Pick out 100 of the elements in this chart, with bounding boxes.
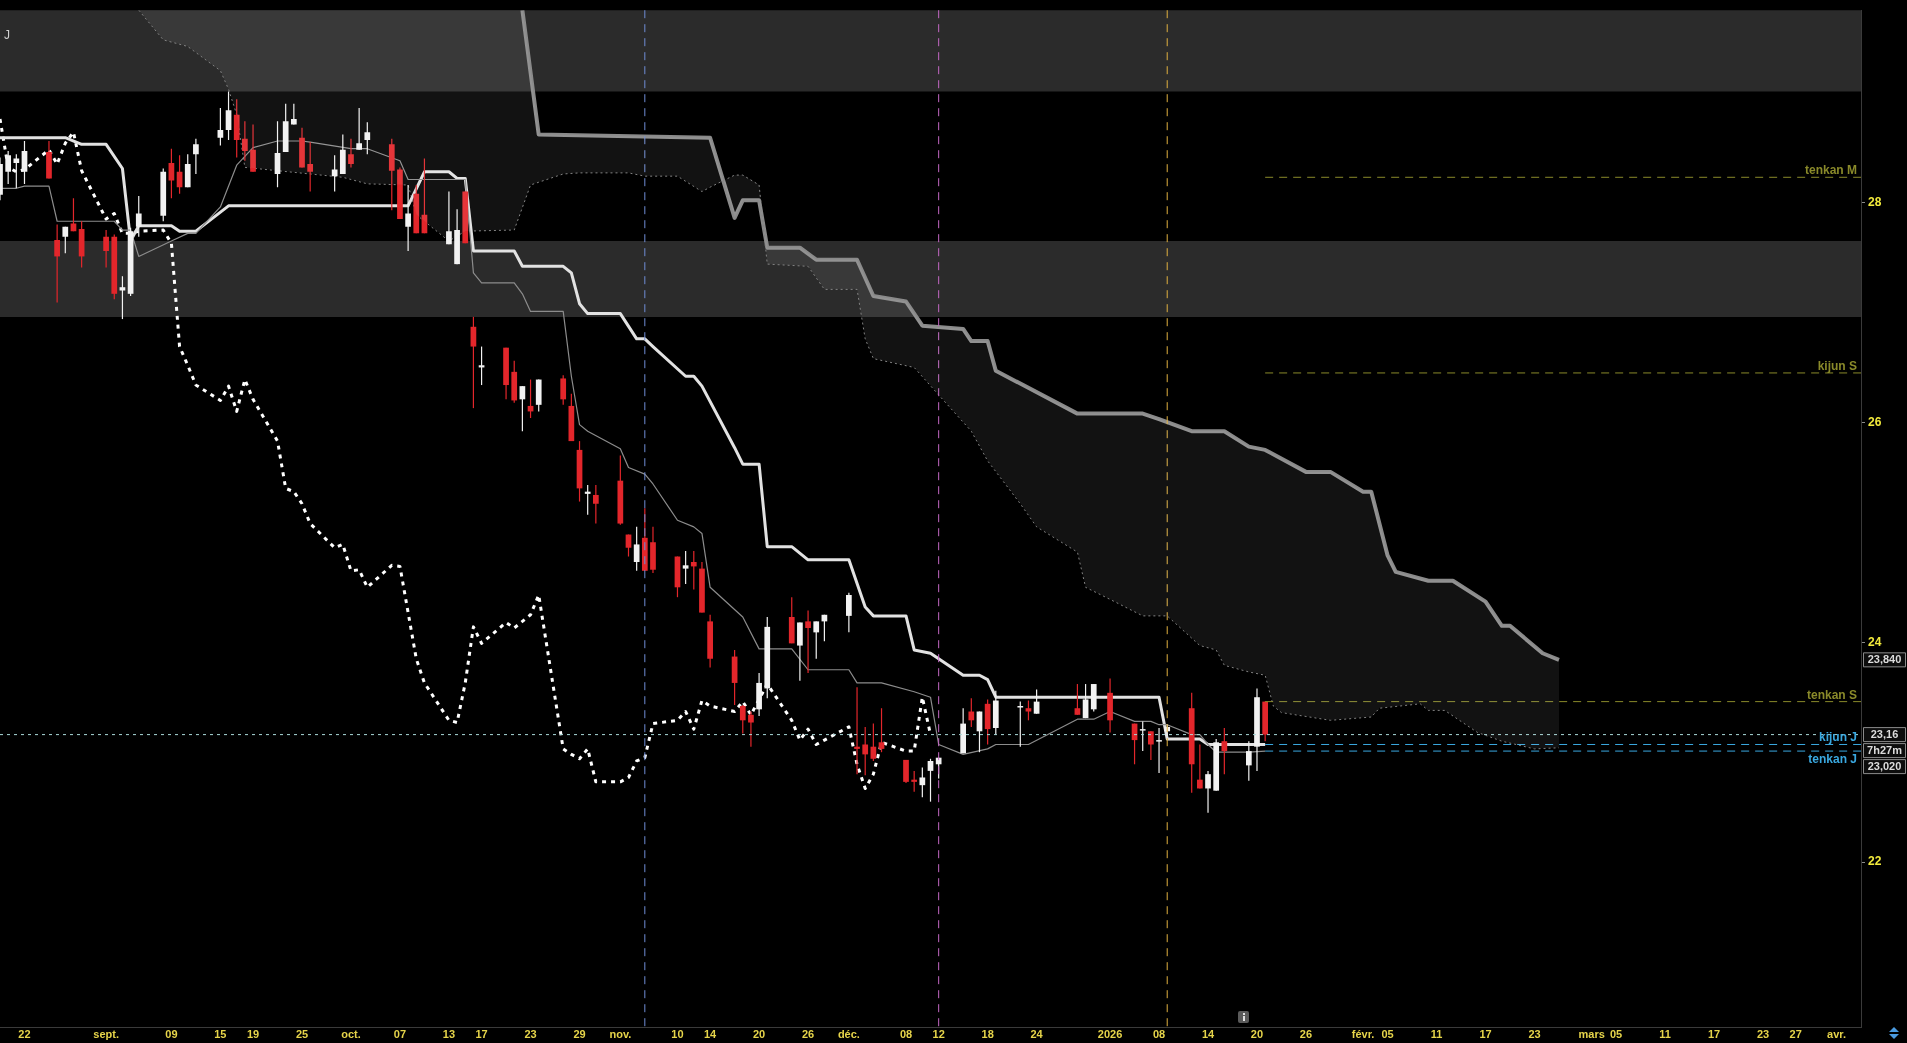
x-tick-label: sept.: [93, 1027, 119, 1040]
candlestick: [1074, 683, 1081, 716]
x-tick-label: 22: [18, 1027, 31, 1040]
x-tick-label: 23: [1528, 1027, 1541, 1040]
ref-line-label: kijun S: [1817, 358, 1857, 373]
x-tick-label: 26: [1299, 1027, 1313, 1040]
x-tick-label: 13: [442, 1027, 456, 1040]
candlestick: [1017, 701, 1024, 748]
candlestick: [862, 726, 869, 776]
annotation: 23,840: [1867, 653, 1902, 666]
y-tick-label: 22: [1868, 854, 1882, 869]
candlestick: [217, 107, 224, 147]
ref-line-label: tenkan M: [1804, 163, 1857, 178]
annotation: 23,020: [1867, 760, 1902, 773]
candlestick: [193, 138, 199, 175]
candlestick: [250, 123, 256, 173]
x-tick-label: 26: [801, 1027, 815, 1040]
candlestick: [1025, 699, 1032, 721]
candlestick: [348, 138, 354, 168]
line-series: [0, 117, 932, 790]
candlestick: [290, 103, 297, 126]
candlestick: [13, 153, 20, 189]
candlestick: [748, 710, 754, 748]
y-tick-label: 24: [1868, 634, 1882, 649]
x-tick-label: 23: [524, 1027, 537, 1040]
ref-line-label: kijun J: [1818, 730, 1857, 745]
candlestick: [1148, 730, 1154, 761]
text: 7h27m: [1867, 744, 1903, 757]
candlestick: [331, 154, 338, 193]
x-tick-label: 12: [932, 1027, 945, 1040]
candlestick: [5, 150, 12, 185]
x-tick-label: 09: [165, 1027, 178, 1040]
candlestick: [813, 620, 820, 660]
candlestick: [405, 184, 411, 252]
x-tick-label: déc.: [837, 1027, 860, 1040]
x-tick-label: avr.: [1827, 1027, 1846, 1040]
x-tick-label: 20: [752, 1027, 766, 1040]
x-tick-label: 05: [1381, 1027, 1394, 1040]
candlestick: [1139, 720, 1146, 752]
annotation: 23,16: [1870, 728, 1899, 741]
candlestick: [584, 484, 591, 516]
candlestick: [690, 550, 697, 591]
candlestick: [168, 148, 175, 199]
x-tick-label: 11: [1430, 1027, 1443, 1040]
candlestick: [739, 704, 746, 735]
x-tick-label: févr.: [1351, 1027, 1375, 1040]
x-tick-label: 2026: [1097, 1027, 1123, 1040]
candlestick: [911, 770, 918, 793]
candlestick: [878, 707, 885, 753]
x-tick-label: 25: [295, 1027, 309, 1040]
candlestick: [307, 141, 314, 193]
x-tick-label: 19: [246, 1027, 260, 1040]
x-tick-label: oct.: [341, 1027, 361, 1040]
x-tick-label: 08: [1152, 1027, 1166, 1040]
x-tick-label: 29: [573, 1027, 586, 1040]
x-tick-label: 07: [393, 1027, 407, 1040]
x-tick-label: nov.: [609, 1027, 632, 1040]
candlestick: [919, 766, 926, 798]
candlestick: [1221, 727, 1228, 775]
candlestick: [103, 229, 109, 269]
candlestick: [54, 223, 60, 304]
candlestick: [1205, 770, 1211, 814]
candlestick: [446, 190, 452, 245]
candlestick: [364, 121, 371, 155]
x-tick-label: mars: [1578, 1027, 1605, 1040]
candlestick: [184, 153, 191, 188]
x-tick-label: 14: [1201, 1027, 1216, 1040]
candlestick: [968, 697, 975, 728]
candlestick: [62, 226, 69, 254]
candlestick: [633, 526, 640, 572]
candlestick: [242, 120, 248, 162]
x-tick-label: 18: [981, 1027, 994, 1040]
candlestick: [1156, 727, 1162, 774]
candlestick: [846, 592, 852, 633]
x-tick-label: 11: [1659, 1027, 1671, 1040]
candlestick: [560, 374, 567, 406]
candlestick: [1197, 743, 1203, 790]
x-tick-label: 27: [1789, 1027, 1802, 1040]
candlestick: [70, 197, 77, 232]
x-tick-label: 24: [1030, 1027, 1044, 1040]
ref-line-label: tenkan J: [1808, 752, 1857, 767]
candlestick: [135, 195, 142, 238]
y-tick-label: 28: [1868, 194, 1882, 209]
x-tick-label: 20: [1250, 1027, 1264, 1040]
candlestick: [854, 686, 860, 775]
x-tick-label: 17: [1479, 1027, 1492, 1040]
y-tick-label: 26: [1868, 414, 1882, 429]
candlestick: [797, 621, 803, 682]
candlestick: [356, 107, 362, 151]
candlestick: [1245, 740, 1252, 782]
x-tick-label: 23: [1756, 1027, 1770, 1040]
candlestick: [805, 609, 811, 674]
candlestick: [682, 550, 689, 585]
x-tick-label: 08: [899, 1027, 913, 1040]
x-tick-label: 05: [1610, 1027, 1623, 1040]
candlestick: [592, 484, 599, 525]
ref-line-label: tenkan S: [1806, 687, 1857, 702]
x-tick-label: 15: [214, 1027, 227, 1040]
x-tick-label: 10: [671, 1027, 684, 1040]
x-tick-label: 17: [475, 1027, 488, 1040]
